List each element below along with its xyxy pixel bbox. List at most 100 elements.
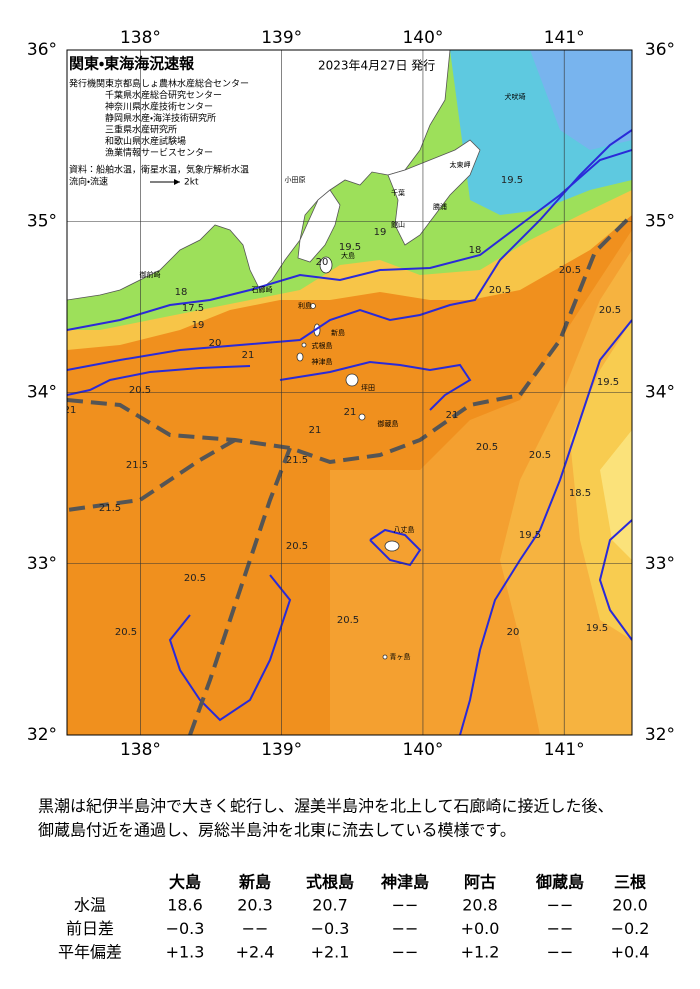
contour-label: 21 — [242, 350, 255, 361]
sea-yellow — [570, 320, 632, 640]
contour-label: 20.5 — [559, 265, 581, 276]
description-line: 御蔵島付近を通過し、房総半島沖を北東に流去している模様です。 — [38, 821, 516, 840]
kuroshio-path — [67, 213, 632, 465]
current-legend: 流向・流速 — [69, 176, 108, 188]
current-arrowhead — [174, 179, 180, 185]
lat-label: 32° — [645, 725, 675, 745]
lon-label: 138° — [120, 740, 161, 760]
land-boso — [387, 139, 481, 246]
table-cell: −− — [547, 896, 574, 915]
island — [301, 342, 307, 348]
cold-blue — [530, 50, 632, 150]
current-scale: 2kt — [184, 178, 199, 188]
description-line: 黒潮は紀伊半島沖で大きく蛇行し、渥美半島沖を北上して石廊崎に接近した後、 — [38, 797, 614, 816]
table-cell: 20.8 — [462, 896, 498, 915]
isotherm — [598, 519, 632, 641]
place-label: 小田原 — [285, 175, 306, 184]
table-cell: +2.4 — [236, 943, 275, 962]
table-cell: −− — [547, 919, 574, 938]
isotherm — [459, 319, 632, 735]
contour-label: 21.5 — [126, 460, 148, 471]
contour-label: 19.5 — [501, 175, 523, 186]
lat-label: 34° — [27, 383, 57, 403]
contour-label: 20 — [316, 257, 329, 268]
lat-label: 36° — [27, 40, 57, 60]
place-label: 式根島 — [312, 341, 333, 350]
sources: 資料：船舶水温，衛星水温，気象庁解析水温 — [69, 164, 249, 176]
contour-label: 18 — [469, 245, 482, 256]
place-label: 千葉 — [391, 188, 405, 197]
contour-label: 21.5 — [286, 455, 308, 466]
contour-label: 21 — [344, 407, 357, 418]
place-label: 八丈島 — [394, 525, 415, 534]
isotherms — [67, 129, 632, 735]
kuroshio-branch — [67, 438, 236, 512]
table-cell: −0.3 — [311, 919, 350, 938]
map-area: 19.5 20 18 20.5 20.5 20.5 19.5 21 20.5 21 20 19 21 21… — [67, 50, 632, 735]
table-cell: −− — [392, 896, 419, 915]
place-label: 館山 — [391, 220, 405, 229]
island — [310, 303, 316, 309]
column-header: 三根 — [614, 873, 647, 892]
place-label: 石廊崎 — [252, 285, 273, 294]
agency-list: 東京都島しょ農林水産総合センター千葉県水産総合研究センター神奈川県水産技術センタ… — [105, 78, 249, 159]
lat-label: 35° — [27, 211, 57, 231]
agency: 東京都島しょ農林水産総合センター — [105, 78, 249, 90]
lon-label: 139° — [261, 740, 302, 760]
table-cell: +0.0 — [461, 919, 500, 938]
contour-label: 17.5 — [182, 303, 204, 314]
land-honshu — [67, 50, 451, 301]
place-label: 大島 — [341, 251, 355, 260]
contour-label: 18 — [175, 287, 188, 298]
table-cell: +2.1 — [311, 943, 350, 962]
contour-label: 20.5 — [115, 627, 137, 638]
isotherm — [279, 360, 472, 411]
isotherm — [67, 149, 632, 331]
contour-labels: 19.5 20 18 20.5 20.5 20.5 19.5 21 20.5 21 20 19 21 21… — [67, 175, 621, 638]
row-label: 平年偏差 — [58, 943, 122, 962]
isotherm — [168, 574, 292, 722]
place-label: 神津島 — [312, 357, 333, 366]
lon-label: 140° — [402, 740, 443, 760]
contour-label: 20 — [507, 627, 520, 638]
contour-label: 20.5 — [489, 285, 511, 296]
table-cell: +0.4 — [611, 943, 650, 962]
lat-label: 36° — [645, 40, 675, 60]
column-header: 阿古 — [464, 873, 496, 892]
table-cell: −0.3 — [166, 919, 205, 938]
table-cell: +1.2 — [461, 943, 500, 962]
place-label: 新島 — [331, 328, 345, 337]
column-header: 式根島 — [306, 873, 354, 892]
isotherm — [369, 528, 422, 567]
table-cell: −− — [392, 943, 419, 962]
contour-label: 20 — [209, 338, 222, 349]
agency: 和歌山県水産試験場 — [105, 135, 186, 147]
contour-label: 21 — [446, 410, 459, 421]
contour-label: 20.5 — [337, 615, 359, 626]
table-cell: −− — [242, 919, 269, 938]
island — [345, 373, 359, 387]
contour-label: 20.5 — [599, 305, 621, 316]
table-cell: −0.2 — [611, 919, 650, 938]
row-label: 前日差 — [66, 919, 114, 938]
place-label: 坪田 — [361, 384, 375, 392]
agency: 漁業情報サービスセンター — [105, 147, 213, 159]
contour-label: 19 — [192, 320, 205, 331]
island — [358, 413, 366, 421]
table-cell: 20.0 — [612, 896, 648, 915]
contour-label: 20.5 — [286, 541, 308, 552]
place-label: 勝浦 — [433, 202, 447, 211]
column-header: 神津島 — [380, 873, 429, 892]
contour-label: 19 — [374, 227, 387, 238]
agency: 静岡県水産・海洋技術研究所 — [105, 112, 216, 124]
place-label: 青ヶ島 — [390, 652, 411, 661]
land-izu — [297, 189, 341, 263]
agency: 三重県水産研究所 — [105, 124, 177, 136]
row-label: 水温 — [74, 896, 106, 915]
island — [319, 256, 333, 274]
place-label: 犬吠埼 — [505, 92, 526, 101]
table-cell: −− — [392, 919, 419, 938]
